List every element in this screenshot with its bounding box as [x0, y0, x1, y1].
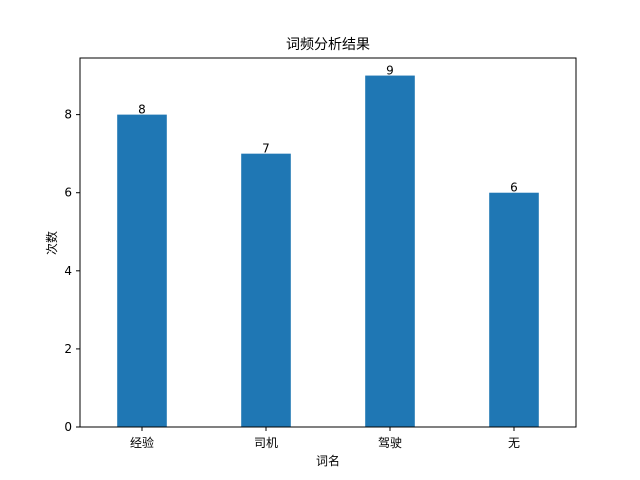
y-axis-ticks: 0 2 4 6 8: [64, 108, 80, 434]
data-label-4: 6: [510, 181, 518, 195]
bar-2: [241, 153, 291, 427]
y-tick-label: 2: [64, 342, 72, 356]
data-label-3: 9: [386, 64, 394, 78]
bar-1: [117, 114, 167, 427]
data-label-1: 8: [138, 103, 146, 117]
plot-frame: [79, 57, 577, 428]
x-axis-ticks: 经验 司机 驾驶 无: [130, 427, 520, 450]
bar-3: [365, 75, 415, 428]
y-tick-label: 4: [64, 264, 72, 278]
x-axis-label: 词名: [316, 453, 340, 468]
x-tick-label: 司机: [254, 436, 278, 450]
data-labels-group: 8 7 9 6: [138, 64, 518, 195]
data-label-2: 7: [262, 142, 270, 156]
y-tick-label: 6: [64, 186, 72, 200]
bars-group: [117, 75, 539, 428]
x-tick-label: 经验: [130, 435, 154, 450]
bar-4: [489, 192, 539, 427]
y-tick-label: 0: [64, 420, 72, 434]
y-tick-label: 8: [64, 108, 72, 122]
x-tick-label: 驾驶: [378, 435, 402, 450]
chart-title: 词频分析结果: [286, 37, 370, 53]
x-tick-label: 无: [508, 436, 520, 450]
y-axis-label: 次数: [44, 231, 59, 255]
